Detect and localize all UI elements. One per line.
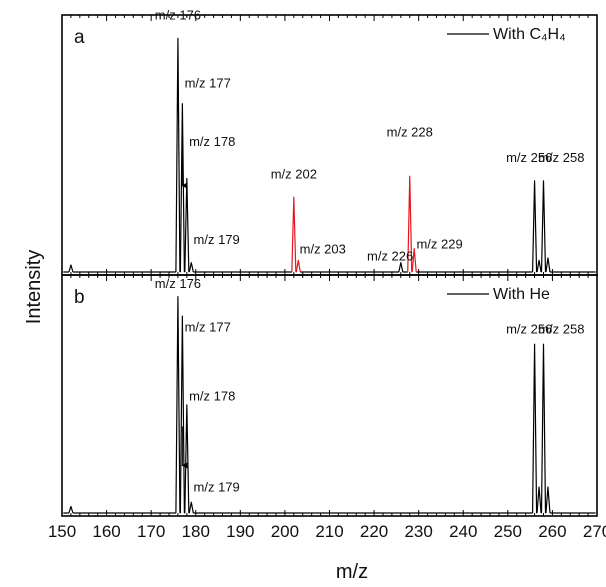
panel-b-frame bbox=[61, 274, 598, 517]
panel-b-peak-label: m/z 258 bbox=[538, 321, 584, 336]
panel-b-peak bbox=[545, 486, 551, 514]
x-tick-label: 160 bbox=[92, 522, 120, 541]
x-axis-title: m/z bbox=[336, 561, 368, 583]
x-tick-label: 230 bbox=[404, 522, 432, 541]
x-tick-label: 240 bbox=[449, 522, 477, 541]
x-tick-label: 220 bbox=[360, 522, 388, 541]
x-tick-label: 270 bbox=[583, 522, 606, 541]
panel-a-peak-label: m/z 179 bbox=[194, 232, 240, 247]
panel-a-peak-label: m/z 203 bbox=[300, 241, 346, 256]
panel-a-peak-label: m/z 226 bbox=[367, 248, 413, 263]
panel-a-peak bbox=[179, 103, 185, 273]
x-tick-label: 250 bbox=[494, 522, 522, 541]
panel-a-peak bbox=[295, 259, 301, 273]
panel-a-peak-label: m/z 177 bbox=[185, 75, 231, 90]
panel-b-peak bbox=[536, 486, 542, 514]
panel-a-peak bbox=[68, 264, 74, 273]
x-tick-label: 200 bbox=[271, 522, 299, 541]
panel-a-peak bbox=[398, 262, 404, 273]
panel-b-letter: b bbox=[74, 287, 85, 308]
panel-a-peak-label: m/z 178 bbox=[189, 134, 235, 149]
panel-a-frame bbox=[61, 14, 598, 276]
panel-b-peak-label: m/z 177 bbox=[185, 319, 231, 334]
panel-b-peak bbox=[184, 404, 190, 514]
panel-a-peak bbox=[545, 257, 551, 273]
panel-b-peak-label: m/z 256 bbox=[506, 321, 552, 336]
panel-a-peak-label: m/z 229 bbox=[416, 237, 462, 252]
x-tick-label: 180 bbox=[182, 522, 210, 541]
x-tick-label: 150 bbox=[48, 522, 76, 541]
panel-a-peak bbox=[184, 177, 190, 273]
panel-b-peak-label: m/z 178 bbox=[189, 388, 235, 403]
panel-a-peak-label: m/z 256 bbox=[506, 150, 552, 165]
x-tick-label: 190 bbox=[226, 522, 254, 541]
panel-b-peak bbox=[531, 343, 538, 514]
x-tick-label: 170 bbox=[137, 522, 165, 541]
panel-b-peak bbox=[540, 343, 547, 514]
panel-a-peak bbox=[188, 262, 194, 273]
panel-a-legend-label: With C₄H₄ bbox=[493, 26, 566, 43]
panel-b-peak bbox=[179, 315, 185, 514]
panel-a-peak-label: m/z 228 bbox=[387, 124, 433, 139]
x-tick-label: 260 bbox=[538, 522, 566, 541]
panel-a-peak bbox=[540, 180, 547, 273]
panel-a-peak bbox=[536, 259, 542, 273]
panel-a: m/z 176 m/z 177 m/z 178 m/z 179 m/z 202 m/z 2… bbox=[61, 8, 598, 276]
panel-a-peak-label: m/z 202 bbox=[271, 167, 317, 182]
panel-a-peak-label: m/z 258 bbox=[538, 150, 584, 165]
panel-b-legend-label: With He bbox=[493, 286, 550, 303]
x-tick-label: 210 bbox=[315, 522, 343, 541]
panel-a-peak bbox=[291, 196, 297, 273]
plot-area: m/z 176 m/z 177 m/z 178 m/z 179 m/z 202 m/z 2… bbox=[48, 8, 606, 541]
panel-a-peak bbox=[407, 175, 413, 273]
panel-a-peak bbox=[531, 180, 538, 273]
panel-b-peak-label: m/z 179 bbox=[194, 479, 240, 494]
panel-a-letter: a bbox=[74, 27, 85, 48]
panel-a-peak bbox=[411, 248, 417, 273]
panel-b-peak-label: m/z 176 bbox=[155, 276, 201, 291]
y-axis-title: Intensity bbox=[23, 250, 45, 324]
panel-a-peak bbox=[175, 37, 181, 273]
panel-b-peak bbox=[188, 501, 194, 514]
panel-a-peak-label: m/z 176 bbox=[155, 8, 201, 23]
panel-b-peak bbox=[175, 296, 181, 514]
panel-b-peak bbox=[68, 505, 74, 514]
